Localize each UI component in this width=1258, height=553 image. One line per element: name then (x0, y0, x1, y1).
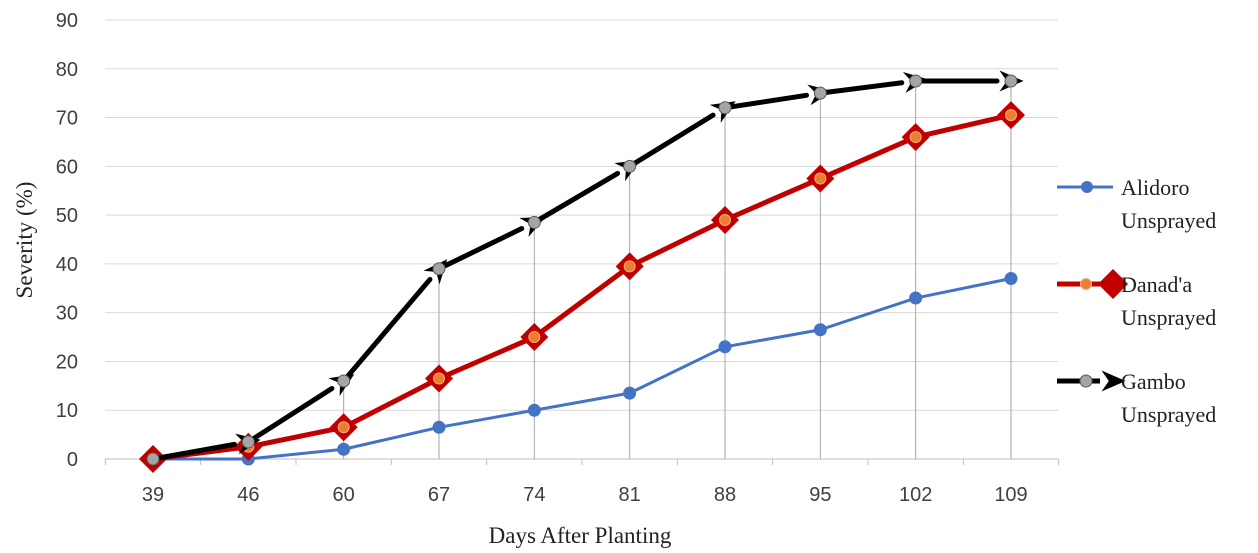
series-line-segment (245, 385, 335, 445)
y-tick-label: 70 (56, 108, 78, 130)
legend-arrow (1101, 370, 1126, 392)
data-point (527, 403, 541, 417)
y-tick-label: 30 (56, 303, 78, 325)
data-point (909, 291, 923, 305)
data-point (813, 323, 827, 337)
legend-marker-dot (1079, 374, 1093, 388)
data-point (1005, 109, 1017, 122)
legend-item-1: Danad'a Unsprayed (1057, 269, 1216, 330)
series-1 (139, 101, 1025, 473)
data-point (623, 260, 636, 273)
data-point (432, 262, 446, 276)
series-line (153, 277, 1012, 461)
x-tick-label: 46 (237, 484, 259, 506)
data-point (814, 172, 827, 185)
grid (105, 19, 1058, 460)
series-line-segment (817, 80, 905, 96)
legend-marker-dot (1080, 278, 1092, 290)
legend-marker (1081, 181, 1093, 193)
legend-marker (1098, 269, 1128, 299)
x-tick-label: 109 (994, 484, 1027, 506)
data-point (718, 101, 732, 115)
y-tick-label: 90 (56, 10, 78, 32)
y-tick-label: 10 (56, 400, 78, 422)
series-line (152, 112, 1012, 462)
y-axis-title: Severity (%) (12, 182, 37, 299)
legend-item-0: Alidoro Unsprayed (1057, 175, 1216, 233)
x-tick-label: 67 (428, 484, 450, 506)
data-point (527, 215, 541, 229)
series-line-segment (341, 276, 433, 384)
data-point (337, 374, 351, 388)
series-line-segment (150, 441, 238, 462)
x-tick-label: 81 (619, 484, 641, 506)
data-point (813, 86, 827, 100)
y-tick-label: 50 (56, 205, 78, 227)
y-tick-label: 0 (67, 449, 78, 471)
series-2 (146, 70, 1024, 466)
legend-label: Unsprayed (1121, 208, 1216, 233)
data-point (1004, 272, 1018, 286)
data-point (337, 442, 351, 456)
series-line-segment (531, 170, 621, 225)
data-point (433, 372, 445, 385)
data-point (432, 420, 446, 434)
y-tick-label: 20 (56, 351, 78, 373)
data-point (623, 159, 637, 173)
data-point (1004, 74, 1018, 88)
y-tick-label: 80 (56, 59, 78, 81)
data-point (337, 421, 350, 434)
x-tick-label: 88 (714, 484, 736, 506)
legend-item-2: Gambo Unsprayed (1057, 369, 1216, 427)
data-point (623, 386, 637, 400)
x-tick-label: 39 (142, 484, 164, 506)
series-line-segment (627, 112, 716, 169)
data-point (719, 213, 731, 226)
y-axis-ticks: 0 10 20 30 40 50 60 70 80 90 (56, 10, 78, 471)
x-axis-title: Days After Planting (489, 523, 672, 548)
x-tick-label: 95 (809, 484, 831, 506)
data-point (718, 340, 732, 354)
x-tick-label: 60 (333, 484, 355, 506)
x-tick-label: 102 (899, 484, 932, 506)
data-point (909, 74, 923, 88)
legend-label: Gambo (1121, 369, 1186, 394)
series-0 (146, 272, 1018, 466)
series-line-segment (722, 92, 809, 111)
legend-label: Unsprayed (1121, 305, 1216, 330)
legend-label: Alidoro (1121, 175, 1189, 200)
series-line-segment (436, 226, 525, 272)
y-tick-label: 60 (56, 156, 78, 178)
data-point (241, 435, 255, 449)
series-group (139, 70, 1025, 473)
x-tick-label: 74 (523, 484, 545, 506)
data-point (909, 131, 922, 144)
y-tick-label: 40 (56, 254, 78, 276)
data-point (528, 331, 541, 344)
data-point (146, 452, 160, 466)
legend: Alidoro Unsprayed Danad'a Unsprayed Gambo Uns… (1057, 175, 1216, 427)
legend-label: Unsprayed (1121, 402, 1216, 427)
x-axis-ticks: 39 46 60 67 74 81 88 95 102 109 (104, 459, 1060, 506)
legend-label: Danad'a (1121, 272, 1192, 297)
